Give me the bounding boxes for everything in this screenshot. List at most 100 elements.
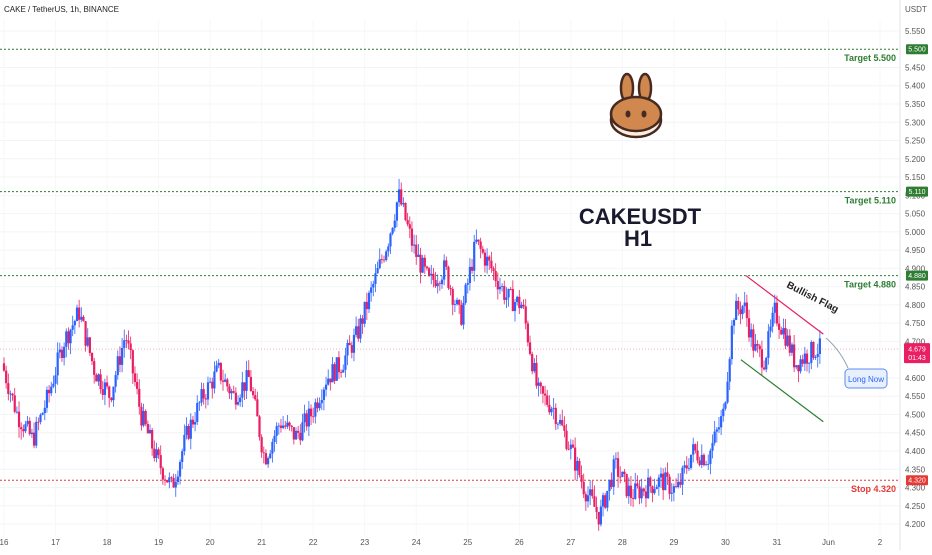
candle-body bbox=[26, 420, 29, 425]
candle-body bbox=[99, 374, 102, 390]
candle-body bbox=[485, 256, 489, 266]
candle-body bbox=[533, 362, 536, 372]
candle-body bbox=[67, 331, 70, 344]
candle-body bbox=[365, 301, 368, 310]
candle-body bbox=[357, 326, 360, 339]
candle-body bbox=[335, 357, 338, 381]
candle-body bbox=[75, 307, 79, 321]
candle-body bbox=[812, 341, 815, 358]
candle-body bbox=[526, 323, 529, 343]
level-badge-value: 4.320 bbox=[908, 478, 926, 485]
candle-body bbox=[698, 460, 701, 465]
long-now-callout[interactable] bbox=[844, 368, 888, 389]
candle-body bbox=[685, 465, 688, 469]
candle-body bbox=[370, 287, 373, 293]
candle-body bbox=[404, 203, 407, 221]
candle-body bbox=[97, 374, 100, 382]
candle-body bbox=[692, 444, 695, 455]
x-tick-label: 25 bbox=[463, 538, 472, 547]
candle-body bbox=[625, 473, 628, 497]
candle-body bbox=[352, 334, 356, 353]
candle-body bbox=[41, 413, 44, 415]
candle-body bbox=[305, 413, 308, 427]
candle-body bbox=[737, 300, 740, 310]
candle-body bbox=[501, 285, 504, 287]
candle-body bbox=[166, 479, 169, 483]
x-tick-label: 26 bbox=[515, 538, 524, 547]
candle-body bbox=[382, 259, 386, 261]
candle-body bbox=[247, 370, 250, 377]
candle-body bbox=[700, 454, 703, 465]
candle-body bbox=[303, 413, 306, 423]
candle-body bbox=[378, 259, 381, 269]
candle-body bbox=[24, 424, 27, 432]
candle-body bbox=[136, 382, 139, 389]
candle-body bbox=[810, 341, 813, 363]
level-lines: Target 5.500 Target 5.110 Target 4.880 Stop… bbox=[0, 48, 900, 494]
candle-body bbox=[402, 203, 405, 205]
candle-body bbox=[687, 467, 691, 469]
candle-body bbox=[221, 380, 225, 382]
candle-body bbox=[795, 365, 798, 368]
candle-body bbox=[93, 361, 96, 375]
candle-body bbox=[754, 344, 757, 351]
candle-body bbox=[312, 416, 315, 418]
candle-body bbox=[290, 425, 293, 428]
flag-upper-line bbox=[745, 275, 824, 335]
candle-body bbox=[775, 302, 779, 324]
candle-body bbox=[324, 384, 328, 390]
candle-body bbox=[288, 422, 291, 426]
candle-body bbox=[720, 416, 723, 428]
candle-body bbox=[539, 382, 542, 387]
level-label: Stop 4.320 bbox=[851, 484, 896, 494]
candle-body bbox=[17, 411, 21, 428]
candle-body bbox=[662, 473, 665, 491]
candles bbox=[2, 178, 821, 531]
candle-body bbox=[157, 449, 160, 456]
current-price-value: 4.679 bbox=[908, 347, 926, 354]
candle-body bbox=[13, 395, 16, 412]
candle-body bbox=[185, 426, 188, 435]
candle-body bbox=[604, 495, 607, 508]
x-tick-label: 28 bbox=[618, 538, 627, 547]
candle-body bbox=[176, 476, 180, 482]
y-tick-label: 5.050 bbox=[905, 210, 926, 219]
candle-body bbox=[374, 273, 377, 284]
candle-body bbox=[363, 301, 366, 324]
candle-body bbox=[475, 239, 478, 242]
candle-body bbox=[664, 472, 667, 491]
candle-body bbox=[71, 325, 74, 330]
candle-body bbox=[689, 454, 693, 468]
candle-body bbox=[301, 422, 304, 441]
y-tick-label: 4.750 bbox=[905, 319, 926, 328]
candle-body bbox=[760, 349, 764, 368]
candle-body bbox=[677, 481, 680, 488]
price-axis-ticks: 5.550 5.450 5.400 5.350 5.300 5.250 5.200 5.150… bbox=[905, 27, 926, 529]
candle-body bbox=[35, 421, 38, 446]
candle-body bbox=[621, 471, 624, 477]
candle-body bbox=[445, 260, 448, 267]
candle-body bbox=[546, 395, 549, 405]
candle-body bbox=[271, 441, 274, 454]
candle-body bbox=[606, 490, 609, 508]
cake-bunny-icon bbox=[609, 72, 663, 139]
chart-title: CAKE / TetherUS, 1h, BINANCE bbox=[4, 5, 119, 14]
candle-body bbox=[327, 378, 330, 385]
candle-body bbox=[189, 419, 192, 439]
candle-body bbox=[709, 450, 712, 464]
candle-body bbox=[367, 292, 371, 310]
candle-body bbox=[762, 367, 766, 370]
candle-body bbox=[756, 344, 759, 346]
candle-body bbox=[797, 365, 800, 372]
candle-body bbox=[428, 268, 431, 276]
candle-body bbox=[144, 411, 147, 424]
candle-body bbox=[711, 442, 714, 451]
y-tick-label: 5.000 bbox=[905, 228, 926, 237]
y-tick-label: 4.300 bbox=[905, 484, 926, 493]
candle-body bbox=[462, 302, 465, 325]
currency-label: USDT bbox=[905, 5, 927, 14]
candle-body bbox=[249, 376, 253, 392]
